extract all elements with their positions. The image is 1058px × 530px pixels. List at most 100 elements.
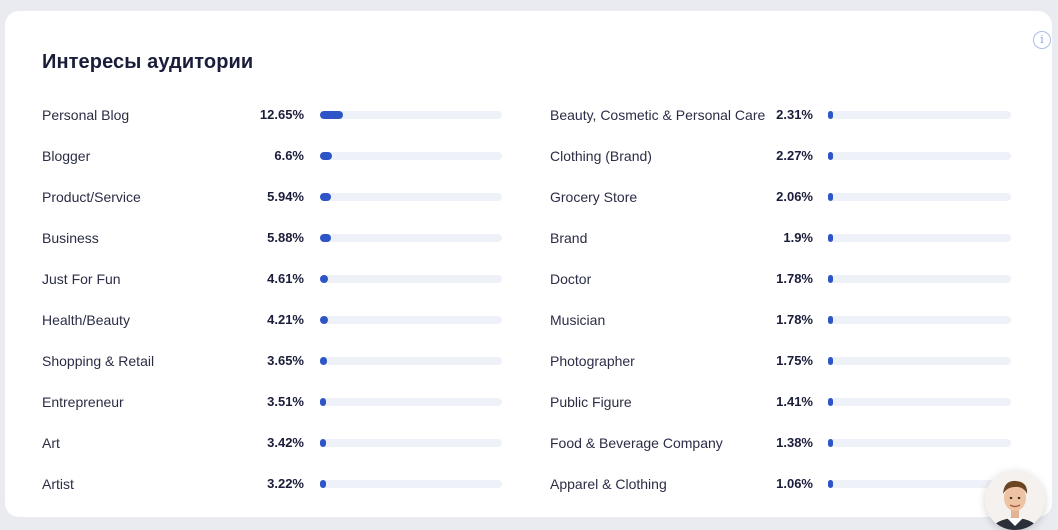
interest-label: Blogger xyxy=(42,148,91,164)
interest-label: Artist xyxy=(42,476,74,492)
interest-row: Shopping & Retail 3.65% xyxy=(42,347,502,388)
interest-percent: 2.31% xyxy=(776,107,813,122)
interest-percent: 1.78% xyxy=(776,271,813,286)
interest-row: Food & Beverage Company 1.38% xyxy=(550,429,1011,470)
interest-percent: 1.9% xyxy=(783,230,813,245)
interest-label: Doctor xyxy=(550,271,592,287)
interest-progress-track xyxy=(320,152,502,160)
interest-label: Clothing (Brand) xyxy=(550,148,652,164)
interest-row: Art 3.42% xyxy=(42,429,502,470)
interest-progress-track xyxy=(828,398,1011,406)
interest-progress-track xyxy=(828,275,1011,283)
interest-progress-fill xyxy=(828,316,833,324)
interest-label: Apparel & Clothing xyxy=(550,476,667,492)
interest-label: Beauty, Cosmetic & Personal Care xyxy=(550,107,766,123)
interest-percent: 2.06% xyxy=(776,189,813,204)
interest-label: Just For Fun xyxy=(42,271,121,287)
interest-row: Apparel & Clothing 1.06% xyxy=(550,470,1011,511)
interest-row: Clothing (Brand) 2.27% xyxy=(550,142,1011,183)
interest-progress-fill xyxy=(828,193,833,201)
interest-row: Photographer 1.75% xyxy=(550,347,1011,388)
interest-row: Musician 1.78% xyxy=(550,306,1011,347)
interest-percent: 3.22% xyxy=(267,476,304,491)
interest-percent: 12.65% xyxy=(259,107,304,122)
interest-progress-fill xyxy=(320,357,327,365)
interest-row: Grocery Store 2.06% xyxy=(550,183,1011,224)
interest-percent: 3.51% xyxy=(267,394,304,409)
interest-row: Just For Fun 4.61% xyxy=(42,265,502,306)
interest-progress-track xyxy=(320,398,502,406)
interest-percent: 5.88% xyxy=(267,230,304,245)
interest-progress-track xyxy=(828,152,1011,160)
interest-row: Personal Blog 12.65% xyxy=(42,101,502,142)
interest-progress-fill xyxy=(320,316,328,324)
interest-progress-track xyxy=(828,193,1011,201)
interest-row: Doctor 1.78% xyxy=(550,265,1011,306)
interest-percent: 1.78% xyxy=(776,312,813,327)
interest-label: Grocery Store xyxy=(550,189,638,205)
interest-percent: 1.06% xyxy=(776,476,813,491)
interest-label: Food & Beverage Company xyxy=(550,435,723,451)
interest-progress-fill xyxy=(320,193,331,201)
interests-column-left: Personal Blog 12.65% Blogger 6.6% Product/Se… xyxy=(42,101,502,511)
interest-percent: 1.38% xyxy=(776,435,813,450)
interest-row: Artist 3.22% xyxy=(42,470,502,511)
interest-progress-fill xyxy=(320,480,326,488)
interest-progress-fill xyxy=(320,152,332,160)
audience-interests-card: i Интересы аудитории Personal Blog 12.65%… xyxy=(5,11,1052,517)
interest-label: Public Figure xyxy=(550,394,632,410)
interest-progress-fill xyxy=(320,234,331,242)
interest-progress-fill xyxy=(828,152,833,160)
interest-label: Musician xyxy=(550,312,606,328)
interest-progress-fill xyxy=(828,275,833,283)
interest-progress-track xyxy=(320,439,502,447)
interest-row: Blogger 6.6% xyxy=(42,142,502,183)
info-icon[interactable]: i xyxy=(1033,31,1051,49)
interest-label: Product/Service xyxy=(42,189,141,205)
interest-progress-track xyxy=(828,316,1011,324)
interest-progress-fill xyxy=(828,357,833,365)
interest-row: Product/Service 5.94% xyxy=(42,183,502,224)
interest-row: Brand 1.9% xyxy=(550,224,1011,265)
interest-row: Entrepreneur 3.51% xyxy=(42,388,502,429)
interest-percent: 3.65% xyxy=(267,353,304,368)
interest-progress-fill xyxy=(828,480,833,488)
interest-progress-track xyxy=(320,316,502,324)
interest-progress-fill xyxy=(320,398,327,406)
interest-label: Art xyxy=(42,435,60,451)
interest-percent: 1.75% xyxy=(776,353,813,368)
interest-progress-track xyxy=(320,357,502,365)
interest-label: Entrepreneur xyxy=(42,394,124,410)
interest-label: Health/Beauty xyxy=(42,312,130,328)
interest-percent: 4.61% xyxy=(267,271,304,286)
interest-row: Beauty, Cosmetic & Personal Care 2.31% xyxy=(550,101,1011,142)
interest-progress-track xyxy=(320,111,502,119)
interest-label: Business xyxy=(42,230,99,246)
interest-progress-fill xyxy=(828,111,833,119)
interest-percent: 3.42% xyxy=(267,435,304,450)
interest-percent: 4.21% xyxy=(267,312,304,327)
interest-progress-track xyxy=(320,193,502,201)
interest-progress-track xyxy=(320,480,502,488)
support-avatar[interactable] xyxy=(985,470,1045,530)
interest-progress-track xyxy=(828,111,1011,119)
interest-progress-fill xyxy=(320,275,329,283)
interest-row: Business 5.88% xyxy=(42,224,502,265)
interest-progress-track xyxy=(828,480,1011,488)
interest-label: Photographer xyxy=(550,353,635,369)
interest-percent: 6.6% xyxy=(274,148,304,163)
interest-progress-fill xyxy=(320,439,327,447)
interest-progress-fill xyxy=(828,439,833,447)
interest-progress-track xyxy=(828,357,1011,365)
interest-row: Public Figure 1.41% xyxy=(550,388,1011,429)
interest-progress-track xyxy=(828,439,1011,447)
interest-percent: 1.41% xyxy=(776,394,813,409)
interest-label: Personal Blog xyxy=(42,107,130,123)
interest-percent: 2.27% xyxy=(776,148,813,163)
interest-label: Brand xyxy=(550,230,588,246)
interest-progress-track xyxy=(828,234,1011,242)
interest-progress-track xyxy=(320,275,502,283)
interest-progress-fill xyxy=(320,111,344,119)
card-title: Интересы аудитории xyxy=(42,51,254,73)
person-avatar-icon xyxy=(985,470,1045,530)
